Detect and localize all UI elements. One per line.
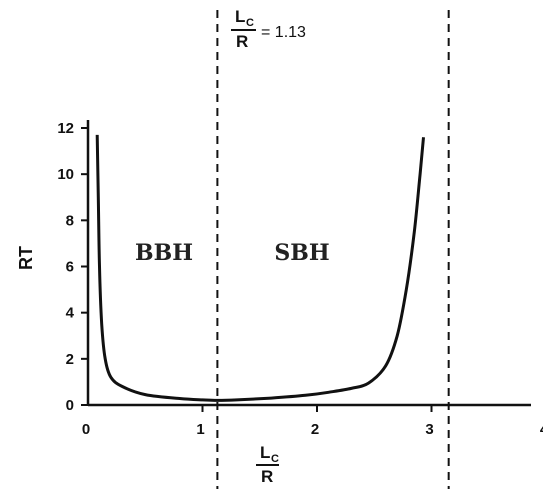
y-tick-label: 8	[66, 212, 74, 229]
annotation-value: = 1.13	[261, 24, 306, 41]
annotation-subscript: C	[246, 17, 254, 29]
y-tick-label: 2	[66, 351, 74, 368]
y-tick-label: 0	[66, 397, 74, 414]
vertical-reference-lines	[216, 10, 450, 489]
x-tick-label: 1	[196, 421, 204, 438]
x-tick-label: 4	[540, 421, 543, 438]
y-axis-label: RT	[16, 246, 36, 270]
axes	[81, 120, 531, 412]
critical-ratio-annotation: L C R = 1.13	[231, 7, 306, 51]
x-axis-label-numerator: L	[260, 443, 270, 462]
x-axis-label-denominator: R	[261, 467, 273, 486]
x-tick-label: 2	[311, 421, 319, 438]
annotation-numerator: L	[235, 7, 245, 26]
data-series	[95, 134, 425, 402]
region-label-sbh: SBH	[274, 240, 329, 266]
y-tick-label: 6	[66, 259, 74, 276]
x-axis-label-subscript: C	[271, 453, 279, 465]
y-tick-label: 12	[57, 120, 74, 137]
region-label-bbh: BBH	[135, 240, 193, 266]
series-line-1	[95, 134, 425, 402]
x-tick-label: 3	[425, 421, 433, 438]
x-tick-label: 0	[82, 421, 90, 438]
x-axis-label: L C R	[256, 443, 279, 486]
tick-labels: 01234024681012	[57, 120, 543, 438]
y-tick-label: 4	[66, 305, 75, 322]
annotation-denominator: R	[236, 32, 248, 51]
y-tick-label: 10	[57, 166, 74, 183]
